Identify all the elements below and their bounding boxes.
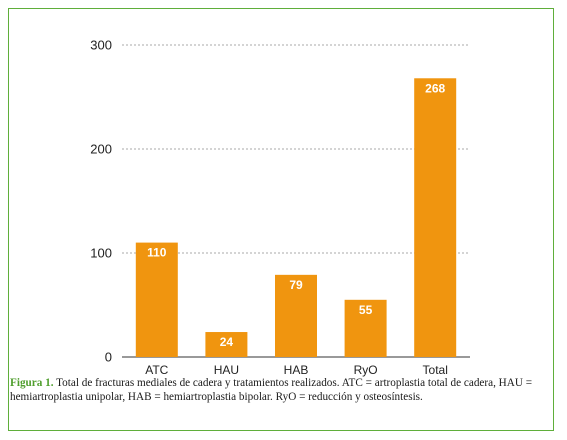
bar-value-label: 268 — [425, 81, 445, 95]
caption-label: Figura 1. — [10, 377, 54, 389]
x-tick-label: RyO — [354, 363, 378, 377]
y-tick-label: 100 — [90, 246, 112, 261]
figure-caption: Figura 1. Total de fracturas mediales de… — [10, 376, 550, 404]
caption-text: Total de fracturas mediales de cadera y … — [10, 377, 533, 403]
x-tick-label: HAU — [214, 363, 239, 377]
y-tick-label: 0 — [105, 350, 112, 365]
bar — [344, 299, 387, 357]
grid-lines — [122, 44, 470, 254]
bar-value-label: 79 — [289, 278, 303, 292]
x-tick-label: Total — [423, 363, 448, 377]
bars: 110 24 79 55 268 — [135, 78, 457, 357]
bar — [414, 78, 457, 357]
bar-value-label: 24 — [220, 335, 234, 349]
bar — [275, 274, 317, 357]
x-axis-labels: ATC HAU HAB RyO Total — [145, 363, 448, 377]
figure-frame — [8, 8, 554, 431]
bar-value-label: 110 — [147, 246, 167, 260]
y-tick-label: 300 — [90, 38, 112, 53]
x-tick-label: ATC — [145, 363, 168, 377]
bar — [205, 332, 248, 357]
bar — [135, 242, 178, 357]
x-tick-label: HAB — [284, 363, 309, 377]
y-tick-label: 200 — [90, 142, 112, 157]
bar-value-label: 55 — [359, 303, 373, 317]
